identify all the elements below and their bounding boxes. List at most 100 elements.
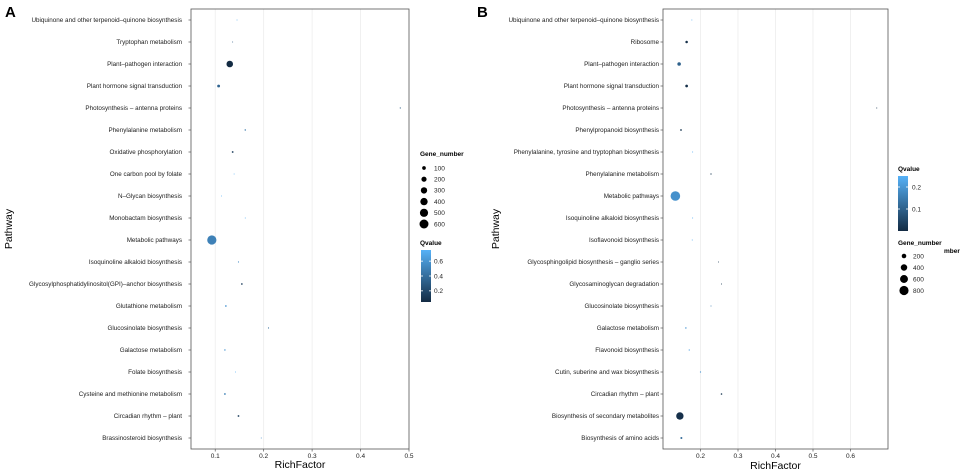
x-tick-label: 0.5 (808, 453, 817, 460)
pathway-label: Brassinosteroid biosynthesis (102, 435, 182, 442)
color-legend-title: Qvalue (420, 240, 442, 247)
pathway-label: Glycosphingolipid biosynthesis – ganglio… (527, 259, 659, 266)
pathway-label: Tryptophan metabolism (116, 39, 182, 46)
pathway-label: Plant hormone signal transduction (87, 83, 183, 90)
data-point (720, 283, 723, 285)
size-legend-key (419, 219, 429, 229)
data-point (231, 151, 234, 153)
data-point (685, 40, 688, 44)
pathway-label: Photosynthesis – antenna proteins (562, 105, 659, 112)
data-point (680, 129, 682, 131)
pathway-label: Circadian rhythm – plant (114, 413, 182, 420)
data-point (237, 261, 240, 263)
data-point (225, 305, 227, 307)
data-point (399, 107, 401, 109)
data-point (699, 371, 702, 373)
y-axis-title: Pathway (490, 208, 502, 249)
data-point (236, 19, 238, 21)
pathway-label: One carbon pool by folate (110, 171, 183, 178)
pathway-label: Phenylalanine, tyrosine and tryptophan b… (514, 149, 659, 156)
plot-frame (190, 8, 410, 450)
data-point (233, 173, 235, 175)
data-point (221, 195, 222, 197)
pathway-label: Oxidative phosphorylation (110, 149, 183, 156)
data-point (676, 412, 684, 420)
data-point (207, 235, 217, 245)
pathway-label: Isoquinoline alkaloid biosynthesis (566, 215, 659, 222)
data-point (237, 415, 240, 417)
color-legend-bar (898, 176, 908, 231)
pathway-label: Ubiquinone and other terpenoid–quinone b… (31, 17, 182, 24)
size-legend-key (900, 264, 908, 271)
y-axis-title: Pathway (3, 208, 15, 249)
panel-letter: A (5, 4, 16, 21)
data-point (670, 191, 681, 201)
pathway-label: Galactose metabolism (597, 325, 659, 332)
data-point (680, 436, 683, 440)
data-point (217, 84, 221, 88)
size-legend-label: 500 (434, 210, 445, 217)
data-point (244, 129, 246, 131)
pathway-label: Phenylalanine metabolism (585, 171, 659, 178)
data-point (692, 217, 694, 219)
x-axis-title: RichFactor (750, 460, 801, 472)
pathway-label: Folate biosynthesis (128, 369, 182, 376)
color-legend-label: 0.1 (912, 206, 921, 213)
data-point (241, 283, 243, 285)
pathway-label: Glycosaminoglycan degradation (569, 281, 659, 288)
data-point (691, 19, 693, 21)
color-legend-label: 0.2 (912, 184, 921, 191)
size-legend-label: 200 (913, 253, 924, 260)
data-point (235, 371, 237, 373)
data-point (267, 327, 270, 329)
x-tick-label: 0.6 (846, 453, 855, 460)
data-point (223, 393, 226, 395)
color-legend-title: Qvalue (898, 166, 920, 173)
data-point (718, 261, 719, 263)
x-tick-label: 0.4 (356, 453, 365, 460)
panel-B: B Ubiquinone and other terpenoid–quinone … (477, 4, 960, 472)
pathway-label: Circadian rhythm – plant (591, 391, 659, 398)
x-tick-label: 0.5 (404, 453, 413, 460)
data-point (876, 107, 878, 109)
pathway-label: Plant hormone signal transduction (564, 83, 660, 90)
size-legend-title: Gene_number (898, 240, 942, 247)
x-tick-label: 0.1 (211, 453, 220, 460)
size-legend-key (421, 176, 427, 182)
size-legend-key (420, 187, 428, 194)
x-tick-label: 0.4 (771, 453, 780, 460)
data-point (244, 217, 246, 219)
color-legend-bar (421, 250, 431, 302)
pathway-label: Cysteine and methionine metabolism (79, 391, 182, 398)
data-point (692, 151, 694, 153)
size-legend-label: 600 (913, 276, 924, 283)
pathway-label: Plant–pathogen interaction (584, 61, 659, 68)
x-tick-label: 0.2 (259, 453, 268, 460)
pathway-label: N–Glycan biosynthesis (118, 193, 182, 200)
color-legend-label: 0.6 (434, 258, 443, 265)
data-point (232, 41, 234, 43)
pathway-label: Metabolic pathways (604, 193, 659, 200)
pathway-label: Isoflavonoid biosynthesis (589, 237, 659, 244)
pathway-label: Biosynthesis of secondary metabolites (552, 413, 659, 420)
pathway-label: Biosynthesis of amino acids (581, 435, 659, 442)
pathway-label: Glucosinolate biosynthesis (107, 325, 182, 332)
color-legend-label: 0.2 (434, 288, 443, 295)
pathway-label: Glucosinolate biosynthesis (584, 303, 659, 310)
x-axis-title: RichFactor (275, 459, 326, 471)
pathway-label: Cutin, suberine and wax biosynthesis (555, 369, 659, 376)
pathway-label: Galactose metabolism (120, 347, 182, 354)
size-legend-title-fragment: mber (944, 248, 960, 255)
data-point (677, 62, 681, 66)
pathway-label: Phenylpropanoid biosynthesis (575, 127, 659, 134)
size-legend-label: 400 (913, 265, 924, 272)
pathway-label: Ribosome (631, 39, 660, 46)
pathway-label: Glycosylphosphatidylinositol(GPI)–anchor… (29, 281, 182, 288)
size-legend-key (422, 166, 426, 170)
panel-A: A Ubiquinone and other terpenoid–quinone … (3, 4, 464, 471)
data-point (691, 239, 693, 241)
data-point (224, 349, 226, 351)
panel-letter: B (477, 4, 488, 21)
data-point (226, 60, 234, 68)
